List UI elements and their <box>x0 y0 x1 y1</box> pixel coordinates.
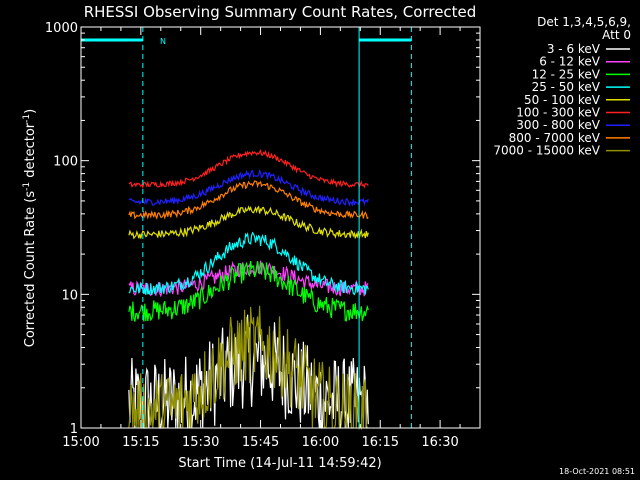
series-line-6 <box>128 148 369 190</box>
y-axis-label-mid: detector <box>23 122 38 182</box>
x-tick-label-1: 15:00 <box>62 435 99 450</box>
legend-label-5: 50 - 100 keV <box>524 93 601 107</box>
series-line-4 <box>128 231 369 296</box>
series-line-8 <box>128 180 369 220</box>
legend-label-3: 12 - 25 keV <box>532 67 601 81</box>
x-tick-label-3: 15:30 <box>182 435 219 450</box>
legend-header-1: Det 1,3,4,5,6,9, <box>537 15 631 29</box>
y-axis-label-end: ) <box>23 109 38 114</box>
axes: 15:00 15:15 15:30 15:45 16:00 16:15 16:30 1 10 10… <box>45 21 481 450</box>
y-axis-label-sup2: -1 <box>22 114 32 123</box>
y-tick-label-2: 10 <box>61 288 78 303</box>
y-tick-label-1: 1 <box>70 422 78 437</box>
series-line-2 <box>128 260 369 298</box>
legend-label-1: 3 - 6 keV <box>547 42 601 56</box>
series-line-3 <box>128 261 369 322</box>
legend-label-6: 100 - 300 keV <box>516 106 600 120</box>
y-axis-label-main: Corrected Count Rate (s <box>23 191 38 348</box>
legend-label-9: 7000 - 15000 keV <box>493 144 600 158</box>
legend-header-2: Att 0 <box>602 28 631 42</box>
legend-label-8: 800 - 7000 keV <box>509 131 601 145</box>
y-axis-label-sup1: -1 <box>22 182 32 191</box>
y-tick-label-3: 100 <box>53 155 78 170</box>
x-tick-label-5: 16:00 <box>302 435 339 450</box>
marker-label: N <box>160 37 166 46</box>
plot-area <box>80 27 412 431</box>
series-line-9 <box>128 305 369 431</box>
chart-title: RHESSI Observing Summary Count Rates, Co… <box>84 3 477 21</box>
legend-label-4: 25 - 50 keV <box>532 80 601 94</box>
x-tick-label-7: 16:30 <box>421 435 458 450</box>
legend-label-7: 300 - 800 keV <box>516 118 600 132</box>
y-axis-label: Corrected Count Rate (s-1 detector-1) <box>22 109 38 347</box>
x-tick-label-2: 15:15 <box>122 435 159 450</box>
series-line-5 <box>128 205 369 240</box>
timestamp: 18-Oct-2021 08:51 <box>559 467 635 476</box>
x-tick-label-4: 15:45 <box>242 435 279 450</box>
series-line-7 <box>128 169 369 207</box>
x-tick-label-6: 16:15 <box>362 435 399 450</box>
x-axis-label: Start Time (14-Jul-11 14:59:42) <box>178 456 381 471</box>
legend-label-2: 6 - 12 keV <box>539 55 601 69</box>
y-tick-label-4: 1000 <box>45 21 78 36</box>
